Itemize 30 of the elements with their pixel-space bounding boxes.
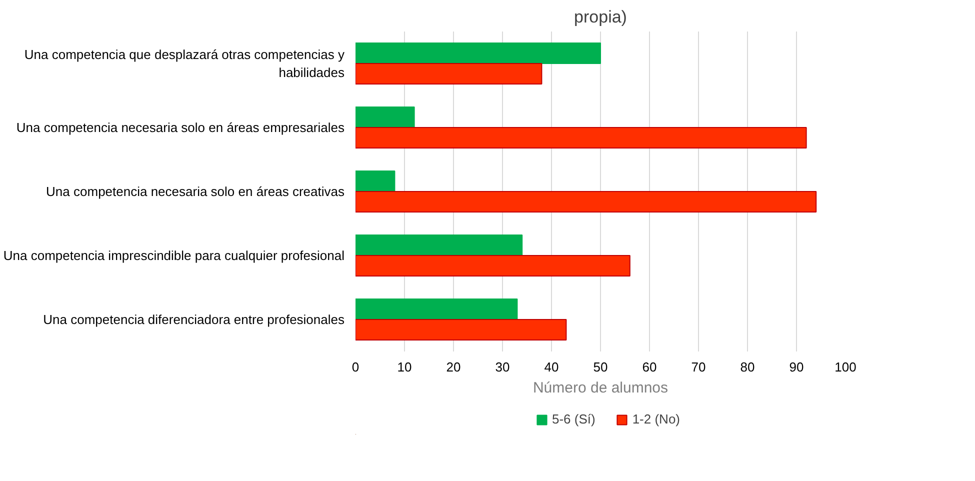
x-tick-label: 0 [352, 360, 360, 374]
x-tick-label: 20 [446, 360, 461, 374]
bar [356, 63, 542, 84]
chart-title: propia) [574, 8, 627, 26]
legend-label: 1-2 (No) [632, 412, 680, 426]
x-tick-label: 60 [642, 360, 657, 374]
x-tick-label: 70 [691, 360, 706, 374]
x-tick-label: 100 [834, 360, 856, 374]
x-tick-label: 10 [397, 360, 412, 374]
x-tick-label: 30 [495, 360, 510, 374]
y-tick-label: Una competencia necesaria solo en áreas empresariales [16, 120, 345, 135]
x-axis-title: Número de alumnos [532, 380, 668, 396]
bar [356, 42, 601, 64]
x-tick-label: 80 [740, 360, 755, 374]
bar [356, 191, 817, 212]
bar [356, 127, 807, 148]
bar [356, 319, 567, 340]
y-tick-label: Una competencia imprescindible para cualquier profesional [3, 248, 345, 263]
legend-label: 5-6 (Sí) [552, 412, 596, 426]
bar [356, 106, 415, 128]
x-tick-label: 40 [544, 360, 559, 374]
bar [356, 170, 396, 192]
bar [356, 255, 630, 276]
y-tick-label: Una competencia que desplazará otras competencias y habilidades [24, 47, 345, 80]
y-tick-label: Una competencia diferenciadora entre profesionales [43, 312, 345, 327]
bar [356, 234, 523, 256]
y-tick-label: Una competencia necesaria solo en áreas creativas [46, 184, 345, 199]
x-tick-label: 50 [593, 360, 608, 374]
x-tick-label: 90 [789, 360, 804, 374]
bar [356, 298, 518, 320]
